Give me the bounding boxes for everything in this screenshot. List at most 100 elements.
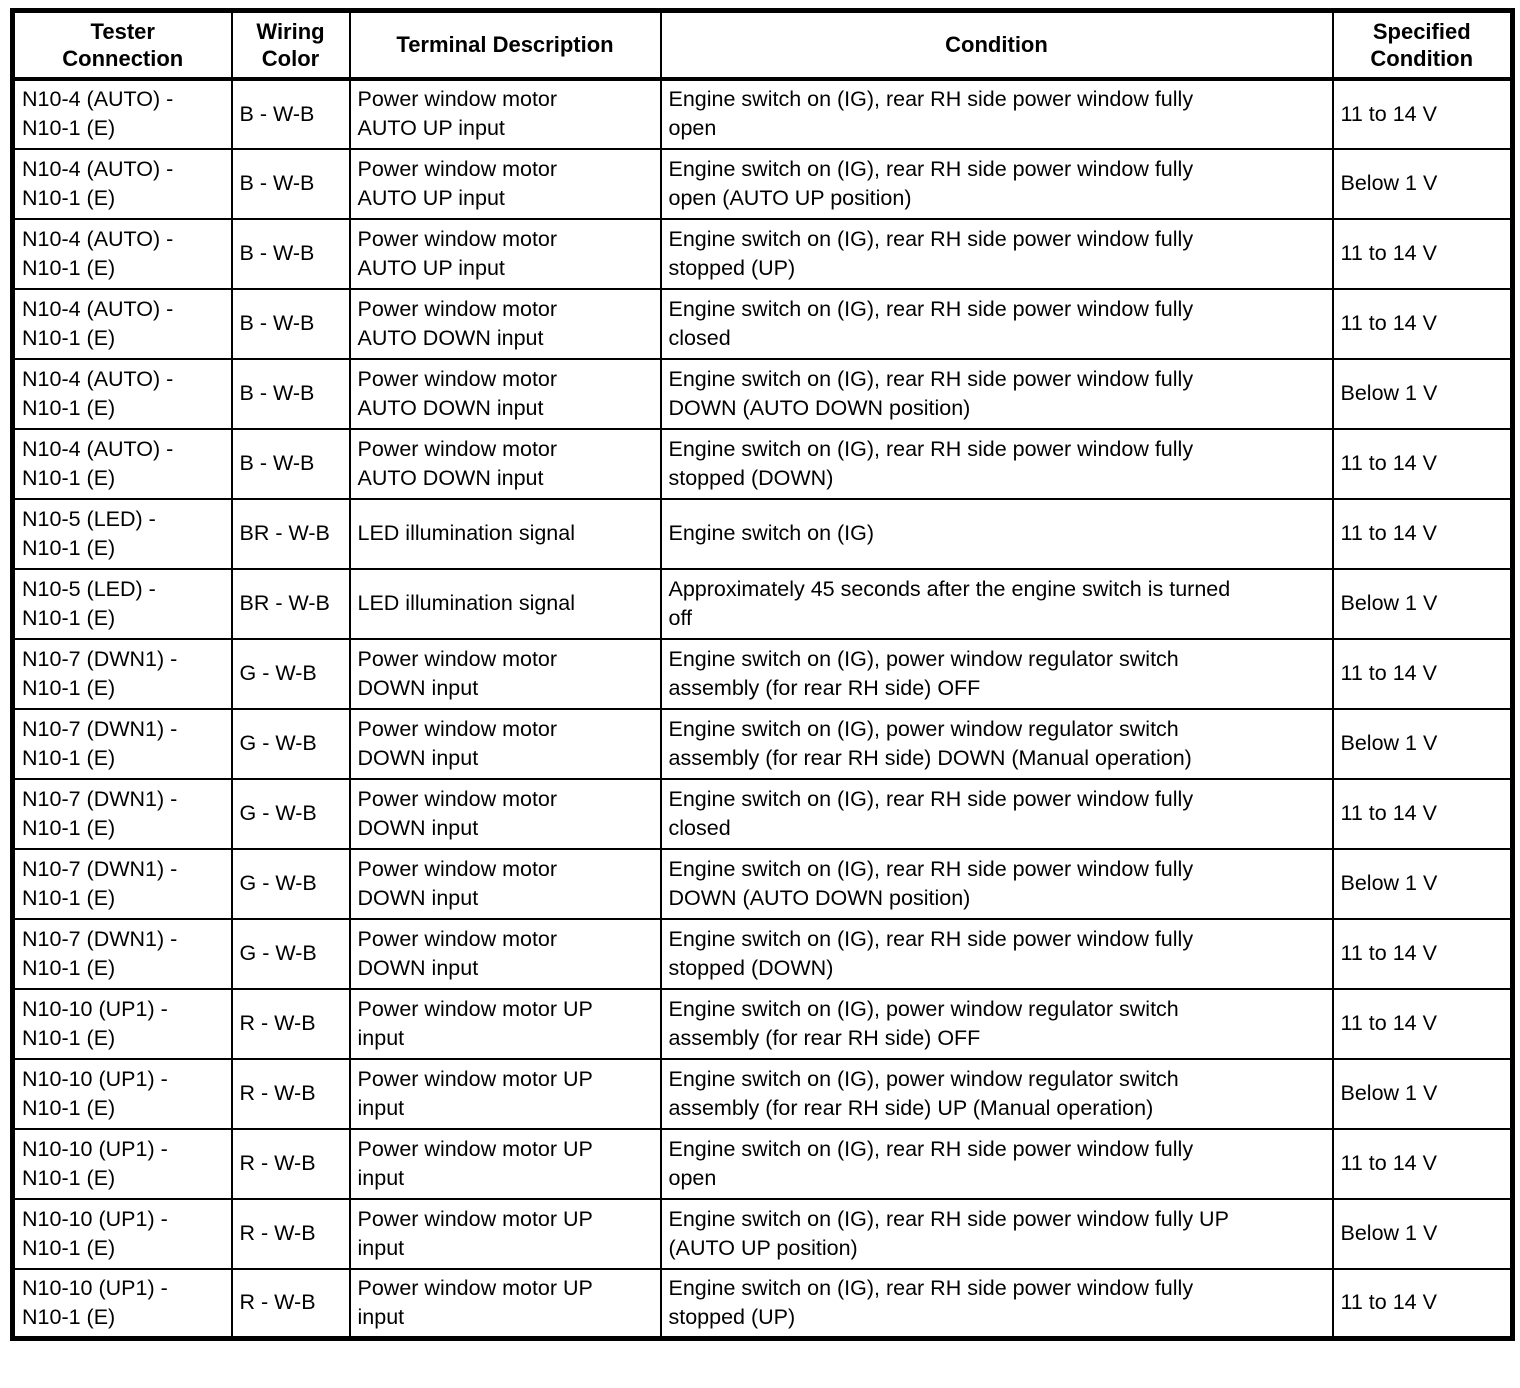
cell-specified-condition: 11 to 14 V	[1331, 637, 1514, 710]
cell-terminal-description: Power window motor UP input	[348, 1197, 662, 1270]
cell-specified-condition: Below 1 V	[1331, 847, 1514, 920]
cell-condition: Engine switch on (IG)	[659, 497, 1334, 570]
cell-tester-connection: N10-5 (LED) - N10-1 (E)	[11, 497, 233, 570]
cell-wiring-color: B - W-B	[230, 147, 351, 220]
table-row: N10-10 (UP1) - N10-1 (E) R - W-B Power win…	[11, 1057, 1514, 1130]
table-row: N10-10 (UP1) - N10-1 (E) R - W-B Power win…	[11, 987, 1514, 1060]
cell-specified-condition: 11 to 14 V	[1331, 77, 1514, 150]
table-row: N10-5 (LED) - N10-1 (E) BR - W-B LED illum…	[11, 567, 1514, 640]
cell-wiring-color: G - W-B	[230, 847, 351, 920]
cell-terminal-description: Power window motor AUTO DOWN input	[348, 427, 662, 500]
table-row: N10-4 (AUTO) - N10-1 (E) B - W-B Power win…	[11, 287, 1514, 360]
cell-wiring-color: BR - W-B	[230, 567, 351, 640]
header-wiring-color: Wiring Color	[230, 9, 351, 81]
table-row: N10-4 (AUTO) - N10-1 (E) B - W-B Power win…	[11, 77, 1514, 150]
cell-tester-connection: N10-7 (DWN1) - N10-1 (E)	[11, 847, 233, 920]
table-row: N10-7 (DWN1) - N10-1 (E) G - W-B Power win…	[11, 707, 1514, 780]
cell-condition: Engine switch on (IG), rear RH side powe…	[659, 1127, 1334, 1200]
cell-tester-connection: N10-10 (UP1) - N10-1 (E)	[11, 1197, 233, 1270]
cell-wiring-color: R - W-B	[230, 1197, 351, 1270]
cell-tester-connection: N10-10 (UP1) - N10-1 (E)	[11, 1057, 233, 1130]
header-terminal-description: Terminal Description	[348, 9, 662, 81]
cell-tester-connection: N10-7 (DWN1) - N10-1 (E)	[11, 777, 233, 850]
table-row: N10-10 (UP1) - N10-1 (E) R - W-B Power win…	[11, 1127, 1514, 1200]
cell-specified-condition: 11 to 14 V	[1331, 497, 1514, 570]
cell-condition: Engine switch on (IG), rear RH side powe…	[659, 1267, 1334, 1340]
cell-condition: Engine switch on (IG), rear RH side powe…	[659, 147, 1334, 220]
cell-specified-condition: Below 1 V	[1331, 357, 1514, 430]
cell-specified-condition: Below 1 V	[1331, 147, 1514, 220]
cell-condition: Engine switch on (IG), power window regu…	[659, 707, 1334, 780]
cell-terminal-description: LED illumination signal	[348, 567, 662, 640]
cell-tester-connection: N10-4 (AUTO) - N10-1 (E)	[11, 287, 233, 360]
cell-specified-condition: Below 1 V	[1331, 1197, 1514, 1270]
cell-specified-condition: 11 to 14 V	[1331, 287, 1514, 360]
cell-terminal-description: Power window motor UP input	[348, 1127, 662, 1200]
table-row: N10-7 (DWN1) - N10-1 (E) G - W-B Power win…	[11, 847, 1514, 920]
cell-terminal-description: Power window motor DOWN input	[348, 637, 662, 710]
cell-condition: Engine switch on (IG), rear RH side powe…	[659, 847, 1334, 920]
table-row: N10-5 (LED) - N10-1 (E) BR - W-B LED illum…	[11, 497, 1514, 570]
cell-tester-connection: N10-4 (AUTO) - N10-1 (E)	[11, 147, 233, 220]
cell-tester-connection: N10-5 (LED) - N10-1 (E)	[11, 567, 233, 640]
cell-tester-connection: N10-4 (AUTO) - N10-1 (E)	[11, 357, 233, 430]
cell-specified-condition: 11 to 14 V	[1331, 917, 1514, 990]
cell-wiring-color: G - W-B	[230, 917, 351, 990]
table-row: N10-7 (DWN1) - N10-1 (E) G - W-B Power win…	[11, 777, 1514, 850]
cell-wiring-color: B - W-B	[230, 77, 351, 150]
table-body: N10-4 (AUTO) - N10-1 (E) B - W-B Power win…	[11, 77, 1514, 1340]
cell-condition: Engine switch on (IG), rear RH side powe…	[659, 77, 1334, 150]
cell-tester-connection: N10-4 (AUTO) - N10-1 (E)	[11, 217, 233, 290]
cell-tester-connection: N10-7 (DWN1) - N10-1 (E)	[11, 917, 233, 990]
cell-terminal-description: Power window motor DOWN input	[348, 777, 662, 850]
header-row: Tester Connection Wiring Color Terminal …	[11, 9, 1514, 81]
table-row: N10-4 (AUTO) - N10-1 (E) B - W-B Power win…	[11, 147, 1514, 220]
cell-tester-connection: N10-7 (DWN1) - N10-1 (E)	[11, 707, 233, 780]
cell-terminal-description: Power window motor AUTO UP input	[348, 147, 662, 220]
cell-terminal-description: Power window motor DOWN input	[348, 707, 662, 780]
cell-specified-condition: 11 to 14 V	[1331, 427, 1514, 500]
table-row: N10-10 (UP1) - N10-1 (E) R - W-B Power win…	[11, 1267, 1514, 1340]
cell-specified-condition: 11 to 14 V	[1331, 777, 1514, 850]
table-row: N10-4 (AUTO) - N10-1 (E) B - W-B Power win…	[11, 427, 1514, 500]
cell-condition: Approximately 45 seconds after the engin…	[659, 567, 1334, 640]
cell-condition: Engine switch on (IG), rear RH side powe…	[659, 287, 1334, 360]
table-row: N10-4 (AUTO) - N10-1 (E) B - W-B Power win…	[11, 217, 1514, 290]
cell-wiring-color: B - W-B	[230, 217, 351, 290]
cell-condition: Engine switch on (IG), power window regu…	[659, 987, 1334, 1060]
cell-condition: Engine switch on (IG), power window regu…	[659, 637, 1334, 710]
cell-wiring-color: B - W-B	[230, 357, 351, 430]
cell-terminal-description: Power window motor AUTO UP input	[348, 77, 662, 150]
cell-terminal-description: LED illumination signal	[348, 497, 662, 570]
cell-terminal-description: Power window motor AUTO UP input	[348, 217, 662, 290]
cell-tester-connection: N10-10 (UP1) - N10-1 (E)	[11, 1267, 233, 1340]
cell-wiring-color: G - W-B	[230, 777, 351, 850]
cell-condition: Engine switch on (IG), rear RH side powe…	[659, 217, 1334, 290]
cell-specified-condition: Below 1 V	[1331, 567, 1514, 640]
cell-condition: Engine switch on (IG), power window regu…	[659, 1057, 1334, 1130]
cell-terminal-description: Power window motor DOWN input	[348, 917, 662, 990]
cell-specified-condition: 11 to 14 V	[1331, 1267, 1514, 1340]
cell-specified-condition: 11 to 14 V	[1331, 1127, 1514, 1200]
cell-tester-connection: N10-7 (DWN1) - N10-1 (E)	[11, 637, 233, 710]
table-row: N10-10 (UP1) - N10-1 (E) R - W-B Power win…	[11, 1197, 1514, 1270]
cell-wiring-color: BR - W-B	[230, 497, 351, 570]
cell-wiring-color: R - W-B	[230, 1127, 351, 1200]
cell-terminal-description: Power window motor DOWN input	[348, 847, 662, 920]
table-row: N10-7 (DWN1) - N10-1 (E) G - W-B Power win…	[11, 917, 1514, 990]
cell-tester-connection: N10-10 (UP1) - N10-1 (E)	[11, 987, 233, 1060]
cell-wiring-color: R - W-B	[230, 1267, 351, 1340]
cell-terminal-description: Power window motor AUTO DOWN input	[348, 287, 662, 360]
cell-wiring-color: R - W-B	[230, 1057, 351, 1130]
cell-tester-connection: N10-4 (AUTO) - N10-1 (E)	[11, 77, 233, 150]
cell-wiring-color: G - W-B	[230, 637, 351, 710]
header-tester-connection: Tester Connection	[11, 9, 233, 81]
header-specified-condition: Specified Condition	[1331, 9, 1514, 81]
cell-wiring-color: R - W-B	[230, 987, 351, 1060]
cell-condition: Engine switch on (IG), rear RH side powe…	[659, 1197, 1334, 1270]
cell-terminal-description: Power window motor UP input	[348, 1267, 662, 1340]
cell-tester-connection: N10-4 (AUTO) - N10-1 (E)	[11, 427, 233, 500]
table-row: N10-7 (DWN1) - N10-1 (E) G - W-B Power win…	[11, 637, 1514, 710]
cell-condition: Engine switch on (IG), rear RH side powe…	[659, 427, 1334, 500]
